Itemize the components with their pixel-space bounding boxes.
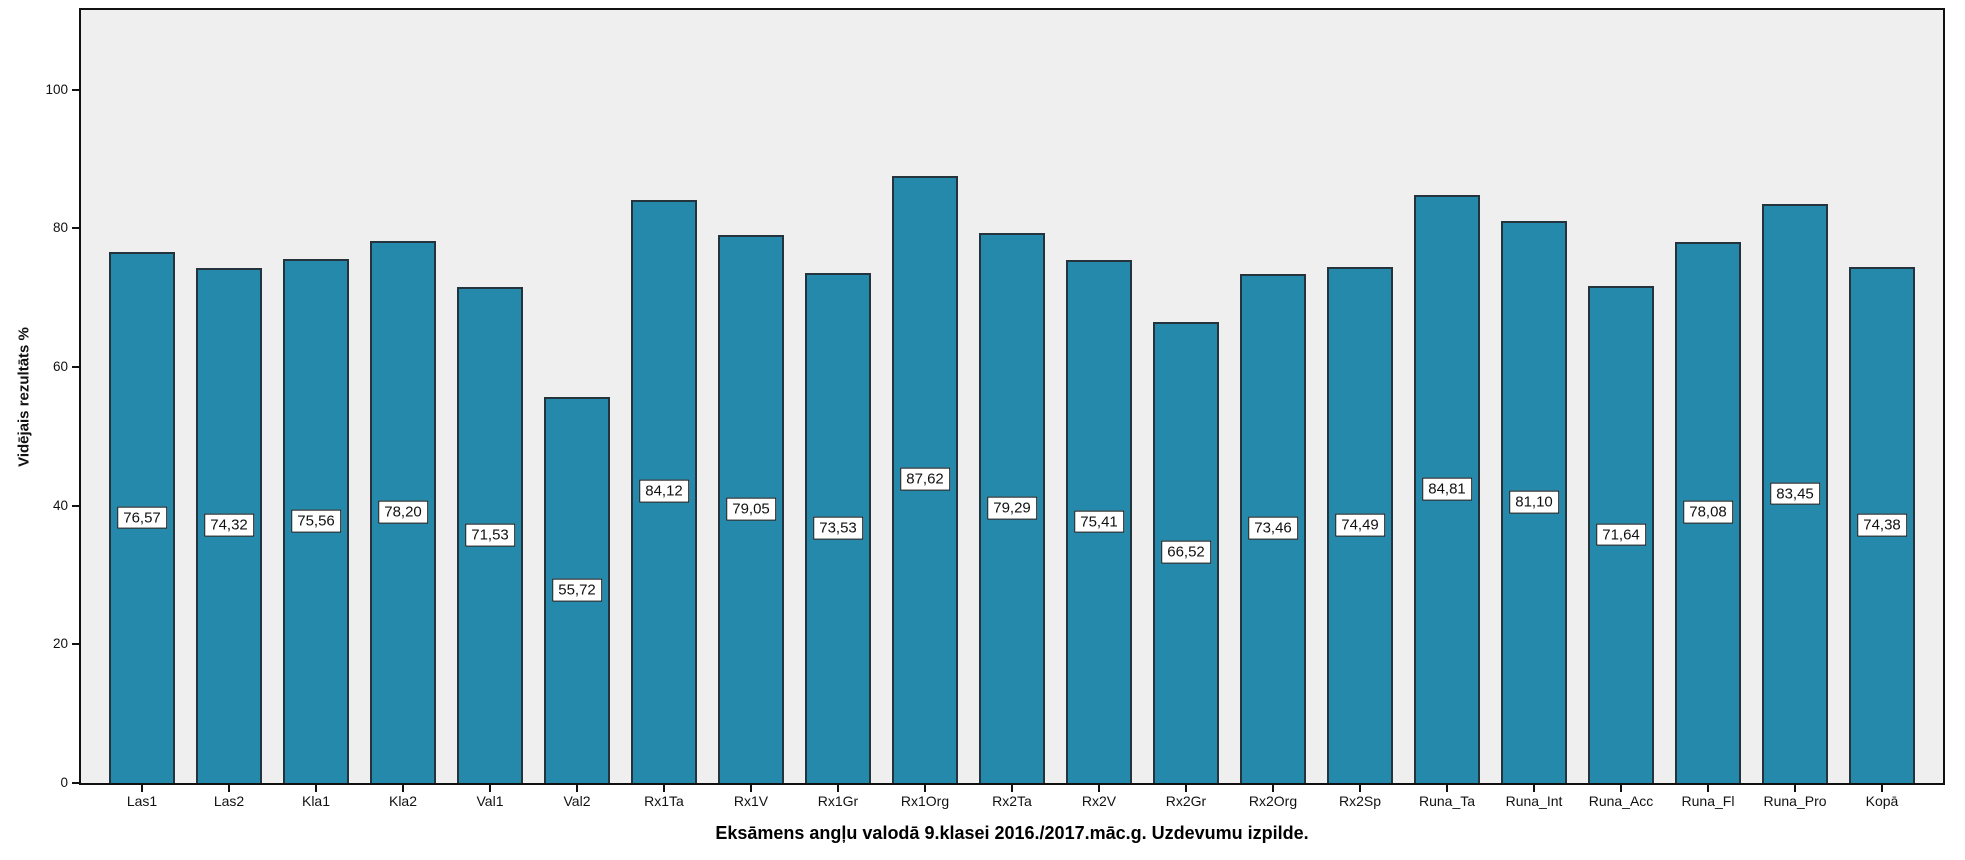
bar-value-label: 73,46 xyxy=(1248,516,1298,540)
chart-title: Eksāmens angļu valodā 9.klasei 2016./201… xyxy=(715,823,1309,843)
y-tick-mark xyxy=(72,782,79,784)
y-axis-title: Vidējais rezultāts % xyxy=(15,327,33,467)
x-tick-label: Rx2Ta xyxy=(992,793,1032,809)
x-tick-label: Val1 xyxy=(476,793,504,809)
bar-value-label: 81,10 xyxy=(1509,490,1559,514)
x-tick-label: Runa_Pro xyxy=(1763,793,1827,809)
x-tick-label: Kla2 xyxy=(388,793,418,809)
bar-value-label: 74,32 xyxy=(204,514,254,537)
x-tick-mark xyxy=(1185,785,1187,792)
x-tick-mark xyxy=(402,785,404,792)
bar-value-label: 74,38 xyxy=(1857,513,1907,537)
x-tick-mark xyxy=(1098,785,1100,792)
x-tick-label: Val2 xyxy=(563,793,591,809)
bar-value-label: 79,29 xyxy=(987,496,1037,520)
x-tick-label: Rx2Gr xyxy=(1165,793,1207,809)
y-tick-label: 60 xyxy=(52,359,68,375)
y-tick-label: 20 xyxy=(52,636,68,652)
y-tick-mark xyxy=(72,366,79,369)
bar-value-label: 78,08 xyxy=(1683,500,1733,524)
x-tick-mark xyxy=(489,785,491,792)
x-tick-mark xyxy=(315,785,317,792)
y-tick-mark xyxy=(72,227,79,230)
x-tick-mark xyxy=(1881,785,1883,792)
x-tick-label: Las1 xyxy=(126,793,158,809)
x-tick-mark xyxy=(663,785,665,792)
x-tick-label: Runa_Acc xyxy=(1588,793,1654,809)
x-tick-mark xyxy=(837,785,839,792)
x-tick-label: Runa_Fl xyxy=(1681,793,1735,809)
x-tick-mark xyxy=(1707,785,1709,792)
x-tick-mark xyxy=(924,785,926,792)
bar-value-label: 83,45 xyxy=(1770,482,1820,506)
bar-value-label: 73,53 xyxy=(813,516,863,540)
x-tick-label: Runa_Int xyxy=(1505,793,1563,809)
x-tick-mark xyxy=(1446,785,1448,792)
bar-value-label: 75,41 xyxy=(1074,510,1124,533)
y-tick-mark xyxy=(72,643,79,646)
y-tick-mark xyxy=(72,504,79,507)
x-tick-label: Rx2V xyxy=(1081,793,1117,809)
x-tick-label: Rx2Sp xyxy=(1338,793,1382,809)
x-tick-mark xyxy=(1794,785,1796,792)
x-tick-mark xyxy=(141,785,143,792)
x-tick-mark xyxy=(1359,785,1361,792)
bar-value-label: 84,81 xyxy=(1422,477,1472,501)
x-tick-label: Rx1Org xyxy=(900,793,950,809)
bar-value-label: 75,56 xyxy=(291,509,341,533)
bar-value-label: 76,57 xyxy=(117,506,167,529)
x-tick-mark xyxy=(750,785,752,792)
x-tick-mark xyxy=(1272,785,1274,792)
x-tick-label: Rx2Org xyxy=(1248,793,1298,809)
bar-value-label: 66,52 xyxy=(1161,541,1211,564)
plot-area: 76,57 74,32 75,56 78,20 71,53 55,72 84,12 79,05… xyxy=(79,8,1945,785)
x-tick-label: Rx1Gr xyxy=(817,793,859,809)
bar-value-label: 74,49 xyxy=(1335,513,1385,537)
y-tick-label: 100 xyxy=(45,81,68,97)
bar-value-label: 78,20 xyxy=(378,500,428,524)
y-tick-label: 80 xyxy=(52,220,68,236)
bar-value-label: 79,05 xyxy=(726,497,776,521)
y-tick-label: 40 xyxy=(52,497,68,513)
x-tick-label: Rx1V xyxy=(733,793,769,809)
bar-value-label: 84,12 xyxy=(639,480,689,503)
x-tick-label: Runa_Ta xyxy=(1418,793,1476,809)
x-tick-label: Rx1Ta xyxy=(644,793,684,809)
bar-value-label: 71,64 xyxy=(1596,523,1646,547)
x-tick-mark xyxy=(228,785,230,792)
bar-value-label: 55,72 xyxy=(552,578,602,602)
x-tick-mark xyxy=(576,785,578,792)
x-tick-label: Kla1 xyxy=(301,793,331,809)
y-tick-label: 0 xyxy=(60,775,68,790)
bar-value-label: 87,62 xyxy=(900,467,950,491)
bar-value-label: 71,53 xyxy=(465,523,515,547)
x-tick-mark xyxy=(1533,785,1535,792)
x-tick-label: Kopā xyxy=(1865,793,1899,809)
x-tick-mark xyxy=(1620,785,1622,792)
x-tick-label: Las2 xyxy=(213,793,245,809)
x-tick-mark xyxy=(1011,785,1013,792)
y-tick-mark xyxy=(72,88,79,91)
